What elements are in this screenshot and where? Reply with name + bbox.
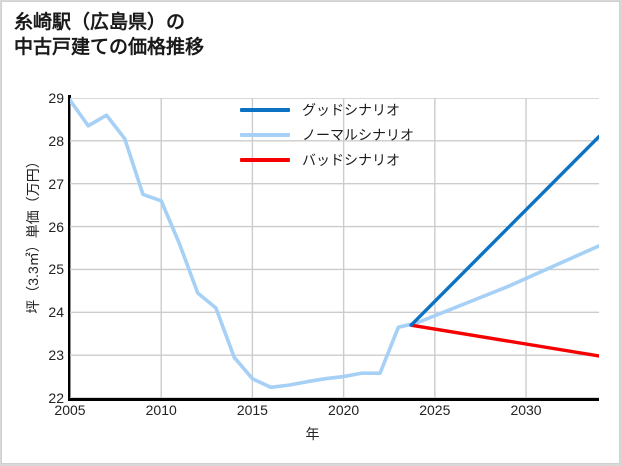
legend-swatch-icon: [240, 157, 290, 162]
legend-item-0[interactable]: グッドシナリオ: [240, 97, 460, 122]
data-series-lines: [70, 98, 599, 390]
y-tick-label-28: 28: [48, 132, 64, 149]
x-axis-label: 年: [305, 426, 320, 442]
y-tick-label-26: 26: [48, 218, 64, 235]
x-axis-spine: [68, 398, 599, 401]
legend-item-1[interactable]: ノーマルシナリオ: [240, 122, 460, 147]
y-tick-label-27: 27: [48, 175, 64, 192]
y-tick-label-24: 24: [48, 304, 64, 321]
y-axis-tick-labels: 22 23 24 25 26 27 28 29: [2, 2, 64, 463]
y-axis-label: 坪（3.3㎡）単価（万円）: [25, 154, 41, 314]
series-line-バッドシナリオ: [409, 323, 599, 358]
x-tick-label-2015: 2015: [236, 402, 268, 418]
y-tick-label-22: 22: [48, 390, 64, 406]
chart-legend: グッドシナリオ ノーマルシナリオ バッドシナリオ: [240, 97, 460, 172]
y-tick-label-29: 29: [48, 90, 64, 106]
series-line-ノーマルシナリオ: [70, 98, 599, 390]
y-tick-label-23: 23: [48, 347, 64, 364]
chart-title: 糸崎駅（広島県）の 中古戸建ての価格推移: [14, 12, 205, 59]
gridlines: [70, 98, 599, 398]
series-line-グッドシナリオ: [409, 134, 599, 327]
x-tick-label-2025: 2025: [419, 402, 451, 418]
legend-swatch-icon: [240, 107, 290, 112]
x-tick-label-2010: 2010: [145, 402, 177, 418]
legend-label: ノーマルシナリオ: [302, 126, 414, 143]
legend-label: グッドシナリオ: [302, 101, 400, 118]
legend-label: バッドシナリオ: [302, 151, 400, 168]
x-tick-label-2020: 2020: [328, 402, 360, 418]
y-tick-label-25: 25: [48, 261, 64, 278]
plot-svg: [70, 98, 599, 398]
x-tick-label-2030: 2030: [510, 402, 542, 418]
legend-swatch-icon: [240, 132, 290, 137]
x-tick-label-2005: 2005: [54, 402, 86, 418]
legend-item-2[interactable]: バッドシナリオ: [240, 147, 460, 172]
plot-area: [70, 98, 599, 398]
